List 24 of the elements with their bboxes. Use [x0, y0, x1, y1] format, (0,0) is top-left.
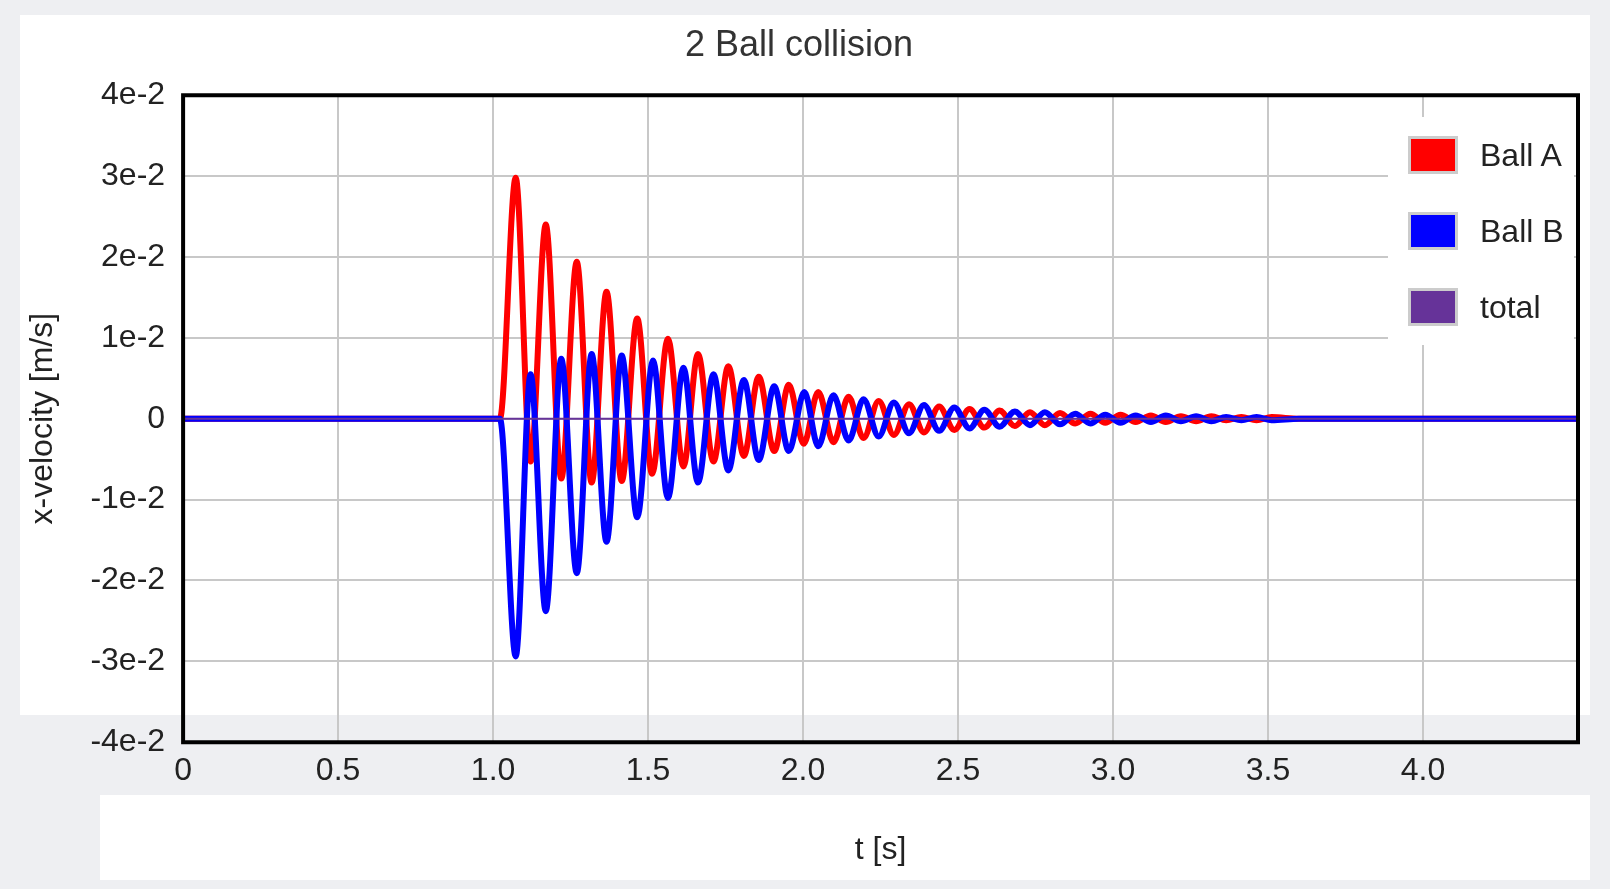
y-tick-label: 2e-2	[101, 236, 166, 273]
y-tick-label: -3e-2	[90, 641, 166, 678]
x-axis-title: t [s]	[854, 829, 907, 866]
y-tick-label: 4e-2	[101, 75, 166, 112]
x-tick-label: 1.0	[470, 751, 516, 788]
x-tick-label: 2.5	[935, 751, 981, 788]
x-tick-label: 1.5	[625, 751, 671, 788]
x-tick-label: 0	[174, 751, 192, 788]
x-tick-label: 3.0	[1090, 751, 1136, 788]
y-tick-label: 0	[147, 398, 166, 435]
x-tick-label: 3.5	[1245, 751, 1291, 788]
y-tick-label: 3e-2	[101, 155, 166, 192]
legend-label: Ball B	[1480, 212, 1564, 250]
chart-title: 2 Ball collision	[684, 22, 914, 64]
y-tick-label: -4e-2	[90, 722, 166, 759]
y-tick-label: -1e-2	[90, 479, 166, 516]
legend-label: total	[1480, 288, 1541, 326]
legend-label: Ball A	[1480, 136, 1562, 174]
y-axis-title: x-velocity [m/s]	[23, 312, 60, 525]
x-tick-label: 2.0	[780, 751, 826, 788]
x-tick-label: 4.0	[1400, 751, 1446, 788]
x-tick-label: 0.5	[315, 751, 361, 788]
y-tick-label: -2e-2	[90, 560, 166, 597]
y-tick-label: 1e-2	[101, 317, 166, 354]
